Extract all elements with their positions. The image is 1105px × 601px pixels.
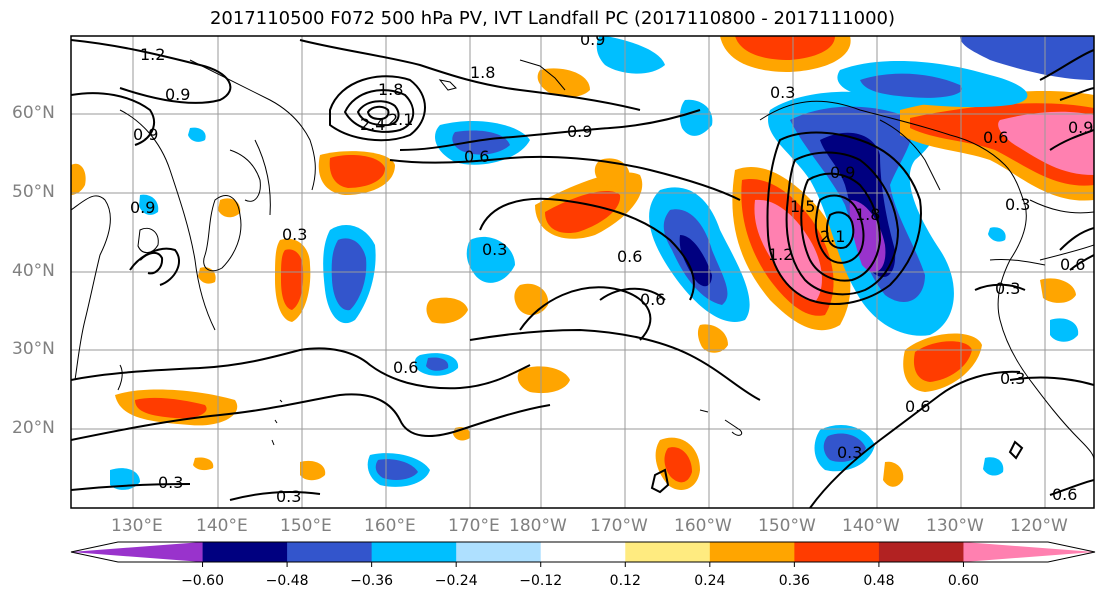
colorbar-segment [371, 542, 457, 562]
lon-label: 130°W [926, 516, 984, 536]
lat-label: 60°N [12, 103, 55, 123]
contour-label: 0.6 [1052, 485, 1077, 504]
contour-label: 0.9 [567, 122, 592, 141]
contour-label: 0.9 [580, 30, 605, 49]
colorbar [70, 541, 1096, 567]
contour-label: 0.6 [617, 247, 642, 266]
contour-label: 0.3 [276, 487, 301, 506]
colorbar-outline [70, 541, 1096, 563]
colorbar-segment [794, 542, 880, 562]
lon-label: 160°E [364, 516, 416, 536]
contour-label: 0.9 [130, 198, 155, 217]
contour-label: 0.6 [393, 358, 418, 377]
colorbar-segment [287, 542, 373, 562]
colorbar-tick-label: −0.24 [434, 573, 478, 589]
colorbar-segment [963, 542, 1095, 562]
lat-label: 50°N [12, 182, 55, 202]
colorbar-tick-label: −0.48 [265, 573, 309, 589]
colorbar-tick-label: −0.60 [181, 573, 224, 589]
lon-label: 180°W [509, 516, 567, 536]
pv-contours [71, 39, 1094, 508]
contour-label: 0.3 [837, 443, 862, 462]
contour-label: 2.1 [820, 227, 845, 246]
contour-label: 1.8 [470, 63, 495, 82]
colorbar-tick-label: −0.12 [519, 573, 563, 589]
contour-label: 0.6 [905, 397, 930, 416]
contour-label: 0.9 [1068, 118, 1093, 137]
lon-label: 140°W [842, 516, 900, 536]
colorbar-tick-label: 0.60 [947, 573, 980, 589]
colorbar-tick-label: 0.48 [863, 573, 895, 589]
colorbar-segment [540, 542, 626, 562]
colorbar-tick-label: 0.36 [778, 573, 810, 589]
contour-label: 0.3 [482, 240, 507, 259]
colorbar-segment [709, 542, 795, 562]
contour-label: 0.3 [770, 83, 795, 102]
contour-label: 0.9 [830, 163, 855, 182]
colorbar-segment [456, 542, 542, 562]
colorbar-tick-label: 0.12 [609, 573, 641, 589]
contour-label: 0.3 [282, 225, 307, 244]
colorbar-segment [202, 542, 288, 562]
contour-label: 1.2 [140, 45, 165, 64]
contour-label: 0.3 [1000, 369, 1025, 388]
lon-label: 140°E [196, 516, 248, 536]
contour-labels: 1.2 0.9 0.9 1.8 2.4 2.1 1.8 0.9 0.6 0.3 … [130, 30, 1093, 506]
colorbar-segment [625, 542, 711, 562]
lon-label: 160°W [674, 516, 732, 536]
contour-label: 0.9 [165, 85, 190, 104]
colorbar-tick-label: 0.24 [694, 573, 726, 589]
lat-label: 20°N [12, 418, 55, 438]
contour-label: 0.3 [158, 473, 183, 492]
lon-label: 170°W [590, 516, 648, 536]
lon-label: 150°E [280, 516, 332, 536]
graticule [71, 36, 1094, 508]
contour-label: 0.6 [464, 147, 489, 166]
contour-label: 0.6 [983, 128, 1008, 147]
lat-label: 30°N [12, 339, 55, 359]
contour-label: 0.3 [1005, 195, 1030, 214]
contour-label: 0.9 [133, 125, 158, 144]
colorbar-segment [878, 542, 964, 562]
contour-label: 1.8 [855, 205, 880, 224]
lon-label: 120°W [1010, 516, 1068, 536]
contour-label: 1.8 [378, 80, 403, 99]
lon-label: 170°E [448, 516, 500, 536]
contour-label: 2.1 [388, 110, 413, 129]
contour-label: 1.2 [768, 245, 793, 264]
lat-label: 40°N [12, 261, 55, 281]
plot-frame [70, 35, 1095, 509]
colorbar-tick-label: −0.36 [350, 573, 394, 589]
lon-label: 130°E [111, 516, 163, 536]
contour-label: 1.5 [790, 197, 815, 216]
map-title: 2017110500 F072 500 hPa PV, IVT Landfall… [209, 8, 896, 29]
contour-label: 2.4 [360, 115, 385, 134]
colorbar-segment [71, 542, 203, 562]
contour-label: 0.6 [1060, 255, 1085, 274]
contour-label: 0.6 [640, 290, 665, 309]
lon-label: 150°W [758, 516, 816, 536]
contour-label: 0.3 [995, 279, 1020, 298]
map-plot-area: 1.2 0.9 0.9 1.8 2.4 2.1 1.8 0.9 0.6 0.3 … [71, 30, 1094, 508]
